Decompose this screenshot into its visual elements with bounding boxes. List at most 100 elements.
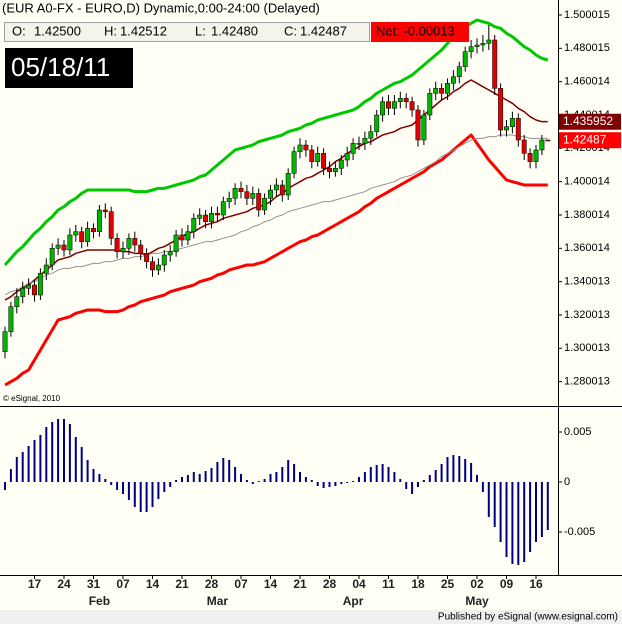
x-month-label: Apr: [343, 594, 364, 608]
candle-body: [545, 139, 551, 142]
candle-body: [344, 153, 350, 161]
histogram-bar: [98, 474, 101, 482]
histogram-bar: [57, 419, 60, 482]
y-tick-label: 1.300013: [564, 342, 610, 354]
candle-body: [2, 331, 8, 352]
candle-body: [55, 244, 61, 249]
candle-body: [350, 143, 356, 154]
histogram-bar: [51, 422, 54, 482]
x-month-label: Feb: [89, 594, 110, 608]
histogram-bar: [458, 456, 461, 482]
candle-body: [468, 46, 474, 52]
candle-body: [85, 228, 91, 242]
price-marker-label: 1.42487: [563, 132, 607, 146]
footer-bar: [0, 610, 622, 624]
candle-body: [226, 198, 232, 202]
candle-body: [380, 101, 386, 116]
histogram-bar: [546, 482, 549, 530]
candle-body: [138, 244, 144, 254]
histogram-bar: [281, 467, 284, 482]
candle-body: [191, 218, 197, 232]
histogram-bar: [186, 475, 189, 482]
candle-body: [262, 198, 268, 211]
histogram-bar: [175, 480, 178, 482]
price-marker: [559, 113, 621, 130]
candle-body: [433, 88, 439, 94]
candle-body: [91, 228, 96, 232]
histogram-bar: [27, 446, 30, 482]
histogram-bar: [299, 472, 301, 482]
candle-body: [43, 264, 49, 274]
candle-body: [450, 76, 456, 84]
y-tick-label: 0.005: [564, 426, 592, 438]
candle-body: [427, 93, 433, 116]
y-tick-label: 1.400014: [564, 176, 610, 188]
candle-body: [49, 248, 55, 266]
candle-body: [309, 149, 315, 162]
histogram-bar: [169, 482, 172, 487]
histogram-bar: [381, 464, 384, 482]
histogram-bar: [45, 427, 48, 482]
candle-body: [386, 101, 391, 109]
histogram-bar: [487, 482, 490, 517]
candle-body: [374, 114, 380, 132]
histogram-bar: [511, 482, 514, 564]
histogram-bar: [210, 468, 213, 482]
x-tick-label: 28: [323, 577, 337, 591]
histogram-bar: [269, 474, 272, 482]
x-tick-label: 11: [382, 577, 395, 591]
histogram-bar: [499, 482, 502, 542]
candle-body: [539, 139, 545, 151]
histogram-bar: [122, 482, 124, 494]
candle-body: [409, 101, 415, 111]
candle-body: [167, 251, 173, 256]
candle-body: [279, 184, 285, 196]
histogram-bar: [234, 467, 237, 482]
candle-body: [37, 273, 43, 296]
ohlc-value: 1.42487: [300, 23, 347, 38]
histogram-bar: [181, 477, 183, 482]
candle-body: [197, 214, 203, 219]
candle-body: [238, 188, 244, 192]
candle-body: [161, 254, 167, 266]
candle-body: [338, 159, 344, 169]
histogram-bar: [15, 457, 18, 482]
histogram-bar: [476, 475, 478, 482]
band-line: [4, 134, 548, 296]
histogram-bar: [145, 482, 148, 512]
candle-body: [14, 296, 20, 307]
candle-body: [120, 248, 126, 252]
histogram-bar: [540, 482, 543, 537]
x-tick-label: 21: [175, 577, 189, 591]
candle-body: [256, 193, 262, 211]
histogram-bar: [63, 419, 65, 482]
candle-body: [132, 238, 138, 246]
histogram-bar: [328, 482, 331, 487]
candle-body: [232, 188, 238, 199]
candle-body: [533, 149, 539, 162]
candle-body: [515, 118, 521, 141]
histogram-bar: [216, 462, 219, 482]
date-label: 05/18/11: [11, 52, 110, 82]
candle-body: [155, 264, 161, 271]
x-tick-label: 28: [205, 577, 219, 591]
candle-body: [250, 193, 256, 199]
histogram-bar: [4, 482, 6, 490]
y-tick-label: 1.360014: [564, 242, 610, 254]
y-tick-label: 1.480015: [564, 42, 610, 54]
y-tick-label: 1.340013: [564, 276, 610, 288]
histogram-bar: [33, 440, 36, 482]
candle-body: [415, 109, 421, 141]
candle-body: [32, 284, 37, 296]
histogram-bar: [204, 471, 207, 482]
candle-body: [203, 214, 209, 222]
candle-body: [439, 88, 445, 94]
date-box: [5, 48, 133, 88]
candle-body: [421, 114, 427, 141]
candle-body: [244, 191, 250, 199]
histogram-bar: [529, 482, 532, 552]
x-tick-label: 17: [28, 577, 42, 591]
histogram-bar: [352, 481, 355, 482]
candle-body: [509, 118, 515, 127]
x-tick-label: 16: [529, 577, 543, 591]
